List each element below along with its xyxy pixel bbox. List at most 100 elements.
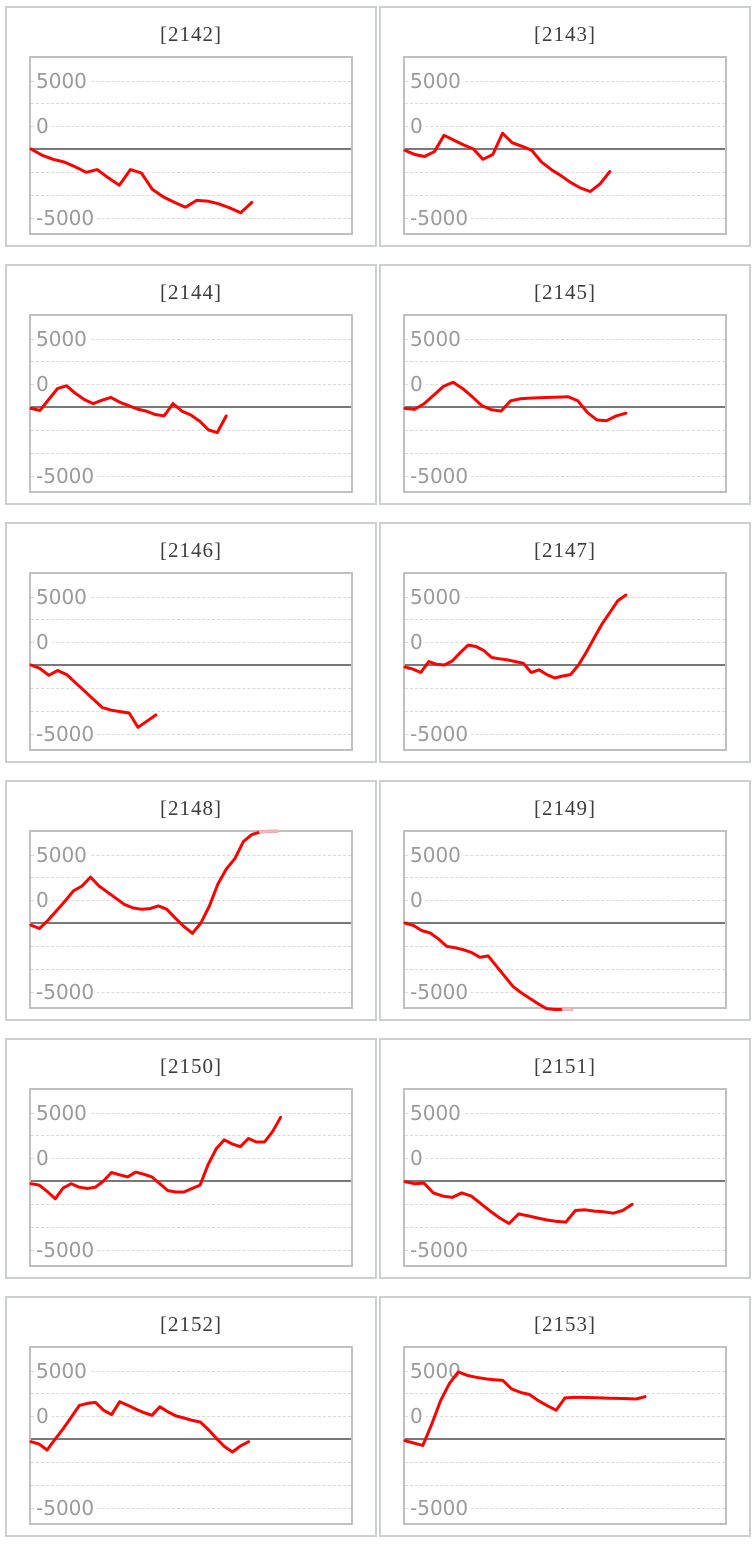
y-axis-label-5000: 5000 — [36, 583, 90, 610]
gridline — [31, 1203, 351, 1205]
y-axis-label-5000: 5000 — [410, 841, 464, 868]
gridline — [31, 338, 351, 340]
y-axis-label-0: 0 — [36, 113, 52, 140]
chart-title: [2145] — [534, 280, 596, 304]
gridline — [405, 991, 725, 993]
gridline — [405, 1226, 725, 1228]
series-line — [403, 380, 628, 423]
gridline — [31, 687, 351, 689]
gridline — [405, 1461, 725, 1463]
y-axis-label-neg5000: -5000 — [410, 1236, 472, 1263]
y-axis-label-0: 0 — [36, 887, 52, 914]
gridline — [405, 900, 725, 902]
gridline — [405, 103, 725, 105]
y-axis-label-neg5000: -5000 — [410, 462, 472, 489]
gridline — [405, 642, 725, 644]
gridline — [31, 1484, 351, 1486]
plot-area: 5000 0 -5000 — [403, 1088, 727, 1267]
series-plot — [403, 380, 725, 423]
plot-area: 5000 0 -5000 — [403, 314, 727, 493]
chart-panel: [2143] 5000 0 -5000 — [379, 6, 751, 247]
series-line — [29, 829, 279, 935]
y-axis-label-5000: 5000 — [36, 1357, 90, 1384]
gridline — [405, 361, 725, 363]
plot-area: 5000 0 -5000 — [403, 572, 727, 751]
gridline — [31, 1112, 351, 1114]
y-axis-label-5000: 5000 — [36, 1099, 90, 1126]
plot-area: 5000 0 -5000 — [29, 1088, 353, 1267]
y-axis-label-5000: 5000 — [410, 67, 464, 94]
gridline — [31, 710, 351, 712]
y-axis-label-neg5000: -5000 — [410, 720, 472, 747]
y-axis-label-neg5000: -5000 — [410, 978, 472, 1005]
gridline — [405, 80, 725, 82]
y-axis-label-neg5000: -5000 — [36, 978, 98, 1005]
gridline — [405, 733, 725, 735]
gridline — [405, 854, 725, 856]
gridline — [31, 945, 351, 947]
gridline — [31, 991, 351, 993]
chart-panel: [2147] 5000 0 -5000 — [379, 522, 751, 763]
chart-title: [2146] — [160, 538, 222, 562]
gridline — [405, 1249, 725, 1251]
gridline — [31, 642, 351, 644]
gridline — [405, 452, 725, 454]
gridline — [405, 619, 725, 621]
y-axis-label-5000: 5000 — [36, 325, 90, 352]
series-plot — [403, 1370, 725, 1447]
gridline — [31, 1416, 351, 1418]
gridline — [31, 900, 351, 902]
chart-panel: [2145] 5000 0 -5000 — [379, 264, 751, 505]
y-axis-label-5000: 5000 — [36, 67, 90, 94]
gridline — [31, 1135, 351, 1137]
y-axis-label-neg5000: -5000 — [36, 1494, 98, 1521]
series-line — [403, 1180, 634, 1225]
plot-area: 5000 0 -5000 — [403, 1346, 727, 1525]
y-axis-label-5000: 5000 — [36, 841, 90, 868]
y-axis-label-0: 0 — [36, 629, 52, 656]
series-line — [29, 147, 254, 215]
gridline — [31, 103, 351, 105]
chart-title: [2151] — [534, 1054, 596, 1078]
gridline — [31, 194, 351, 196]
y-axis-label-0: 0 — [410, 629, 426, 656]
series-plot — [29, 829, 351, 935]
gridline — [405, 1416, 725, 1418]
y-axis-label-neg5000: -5000 — [36, 462, 98, 489]
gridline — [405, 877, 725, 879]
gridline — [405, 475, 725, 477]
plot-area: 5000 0 -5000 — [29, 572, 353, 751]
gridline — [405, 194, 725, 196]
series-plot — [29, 1400, 351, 1454]
gridline — [405, 1370, 725, 1372]
y-axis-label-0: 0 — [410, 1403, 426, 1430]
y-axis-label-5000: 5000 — [410, 583, 464, 610]
series-line — [403, 921, 573, 1011]
y-axis-label-neg5000: -5000 — [410, 204, 472, 231]
gridline — [31, 1461, 351, 1463]
gridline — [31, 475, 351, 477]
gridline — [405, 171, 725, 173]
chart-panel: [2149] 5000 0 -5000 — [379, 780, 751, 1021]
plot-area: 5000 0 -5000 — [29, 314, 353, 493]
gridline — [31, 1249, 351, 1251]
y-axis-label-5000: 5000 — [410, 1099, 464, 1126]
gridline — [31, 596, 351, 598]
gridline — [405, 945, 725, 947]
series-plot — [29, 384, 351, 435]
chart-title: [2143] — [534, 22, 596, 46]
plot-area: 5000 0 -5000 — [29, 829, 353, 1009]
chart-panel: [2144] 5000 0 -5000 — [5, 264, 377, 505]
plot-area: 5000 0 -5000 — [29, 56, 353, 235]
series-plot — [403, 593, 725, 680]
y-axis-label-0: 0 — [410, 1145, 426, 1172]
chart-title: [2144] — [160, 280, 222, 304]
chart-title: [2149] — [534, 796, 596, 820]
plot-area: 5000 0 -5000 — [403, 56, 727, 235]
series-plot — [403, 1180, 725, 1225]
gridline — [31, 1393, 351, 1395]
gridline — [31, 733, 351, 735]
gridline — [405, 217, 725, 219]
chart-panel: [2153] 5000 0 -5000 — [379, 1296, 751, 1537]
gridline — [31, 171, 351, 173]
